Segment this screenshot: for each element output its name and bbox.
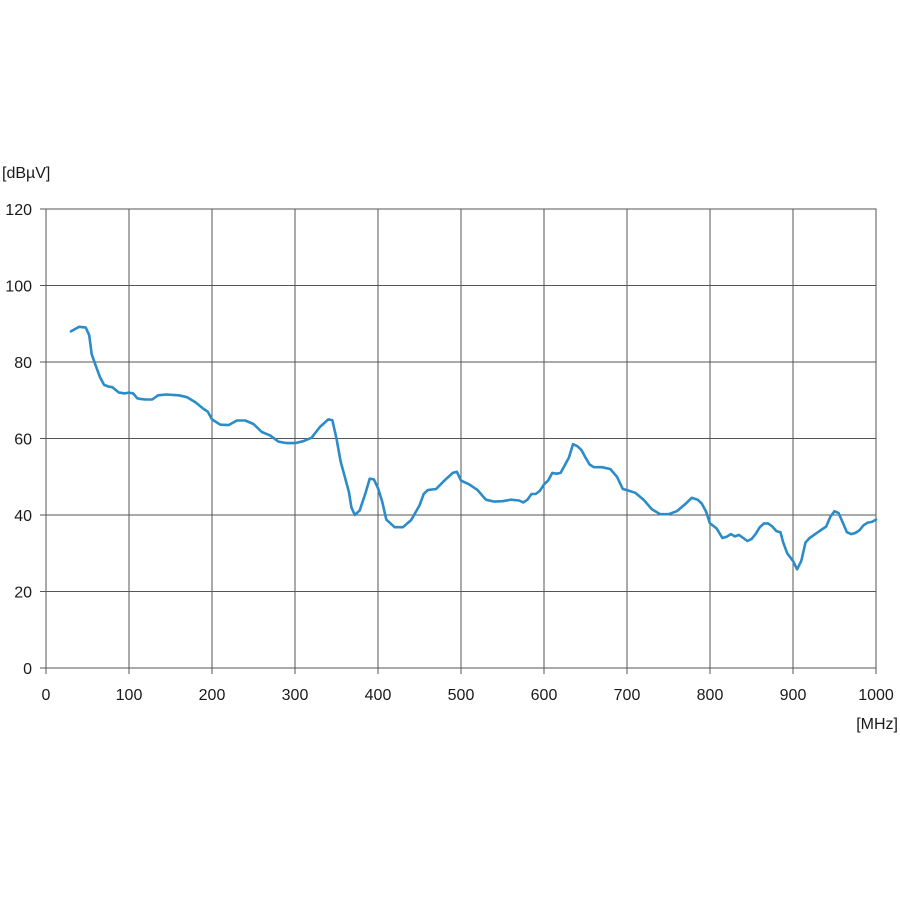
x-tick-label: 800 [697, 687, 724, 704]
x-axis-unit-label: [MHz] [856, 716, 898, 733]
x-tick-label: 900 [780, 687, 807, 704]
y-tick-label: 100 [5, 279, 32, 296]
y-tick-label: 0 [23, 661, 32, 678]
x-tick-label: 100 [116, 687, 143, 704]
y-tick-label: 20 [14, 585, 32, 602]
y-tick-label: 120 [5, 202, 32, 219]
y-tick-label: 60 [14, 432, 32, 449]
x-tick-label: 1000 [858, 687, 894, 704]
x-tick-label: 500 [448, 687, 475, 704]
x-tick-label: 700 [614, 687, 641, 704]
grid-layer [46, 209, 876, 668]
plot-frame [45, 208, 877, 669]
axis-frame [40, 208, 877, 674]
x-tick-label: 400 [365, 687, 392, 704]
x-tick-label: 200 [199, 687, 226, 704]
x-tick-label: 0 [42, 687, 51, 704]
x-tick-label: 600 [531, 687, 558, 704]
y-axis-unit-label: [dBµV] [2, 165, 50, 182]
x-tick-label: 300 [282, 687, 309, 704]
series-layer [69, 325, 878, 571]
series-line [69, 325, 878, 571]
y-tick-label: 80 [14, 355, 32, 372]
y-tick-label: 40 [14, 508, 32, 525]
tick-labels: 0 100 200 300 400 500 600 700 800 900 1000 0 20 40 60 8… [5, 202, 894, 704]
